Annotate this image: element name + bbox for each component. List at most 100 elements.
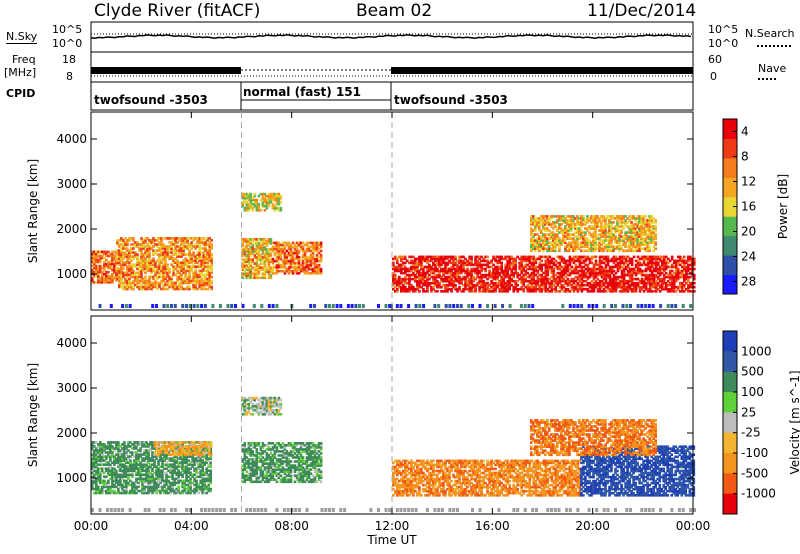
data-cell xyxy=(206,279,209,283)
data-cell xyxy=(438,255,441,259)
data-cell xyxy=(162,285,165,289)
data-cell xyxy=(614,287,618,291)
data-cell xyxy=(522,277,525,281)
data-cell xyxy=(404,277,407,281)
data-cell xyxy=(510,273,513,277)
data-cell xyxy=(679,257,682,261)
data-cell xyxy=(602,247,605,250)
data-cell xyxy=(406,273,409,277)
data-cell xyxy=(408,267,411,271)
data-cell xyxy=(676,275,680,279)
data-cell xyxy=(267,252,271,255)
data-cell xyxy=(628,287,632,291)
data-cell xyxy=(546,217,549,220)
data-cell xyxy=(572,215,575,218)
data-cell xyxy=(524,273,527,277)
data-cell xyxy=(660,279,664,283)
data-cell xyxy=(253,200,257,204)
data-cell xyxy=(572,239,575,242)
data-cell xyxy=(95,485,98,489)
data-cell xyxy=(208,253,211,256)
data-cell xyxy=(206,265,209,268)
data-cell xyxy=(624,233,627,236)
data-cell xyxy=(554,247,557,250)
data-cell xyxy=(186,259,189,262)
data-cell xyxy=(516,275,519,279)
data-cell xyxy=(93,479,96,483)
data-cell xyxy=(275,251,279,255)
data-cell xyxy=(572,249,575,253)
data-cell xyxy=(580,269,584,273)
data-cell xyxy=(271,194,275,198)
data-cell xyxy=(630,277,634,281)
data-cell xyxy=(634,263,638,267)
data-cell xyxy=(524,263,527,267)
data-cell xyxy=(676,269,680,273)
data-cell xyxy=(144,275,147,279)
data-cell xyxy=(538,263,542,267)
data-cell xyxy=(144,279,147,283)
data-cell xyxy=(176,265,179,268)
data-cell xyxy=(612,277,616,281)
data-cell xyxy=(534,273,538,277)
data-cell xyxy=(534,285,538,289)
data-cell xyxy=(130,271,133,275)
y-tick-label: 1000 xyxy=(56,267,87,281)
data-cell xyxy=(474,261,477,265)
data-cell xyxy=(540,255,544,259)
data-cell xyxy=(263,262,267,265)
data-cell xyxy=(532,287,536,291)
data-cell xyxy=(210,261,213,264)
data-cell xyxy=(546,290,550,293)
data-cell xyxy=(654,257,658,261)
data-cell xyxy=(508,259,511,263)
data-cell xyxy=(170,249,173,252)
data-cell xyxy=(289,247,293,251)
data-cell xyxy=(410,277,413,281)
data-cell xyxy=(249,250,253,253)
data-cell xyxy=(616,217,619,220)
data-cell xyxy=(594,217,597,220)
data-cell xyxy=(275,243,279,247)
data-cell xyxy=(430,285,433,289)
data-cell xyxy=(166,304,170,308)
data-cell xyxy=(184,259,187,262)
data-cell xyxy=(107,467,110,470)
data-cell xyxy=(297,272,301,275)
data-cell xyxy=(432,279,435,283)
data-cell xyxy=(527,304,531,308)
data-cell xyxy=(524,277,527,281)
data-cell xyxy=(624,245,627,248)
data-cell xyxy=(666,257,670,261)
data-cell xyxy=(118,269,121,273)
data-cell xyxy=(111,461,114,464)
data-cell xyxy=(303,269,307,273)
data-cell xyxy=(536,243,539,246)
data-cell xyxy=(130,281,133,285)
data-cell xyxy=(691,290,694,293)
data-cell xyxy=(93,256,96,260)
data-cell xyxy=(162,277,165,281)
data-cell xyxy=(154,251,157,254)
data-cell xyxy=(190,257,193,260)
data-cell xyxy=(590,290,594,293)
data-cell xyxy=(148,261,151,264)
data-cell xyxy=(568,290,572,293)
data-cell xyxy=(204,243,207,246)
data-cell xyxy=(552,241,555,244)
data-cell xyxy=(691,267,694,271)
data-cell xyxy=(125,471,128,475)
data-cell xyxy=(492,285,495,289)
data-cell xyxy=(498,257,501,261)
data-cell xyxy=(406,269,409,273)
data-cell xyxy=(124,255,127,258)
data-cell xyxy=(265,248,269,251)
data-cell xyxy=(208,249,211,252)
data-cell xyxy=(261,258,265,261)
data-cell xyxy=(654,219,657,222)
data-cell xyxy=(120,243,123,246)
data-cell xyxy=(115,457,118,460)
data-cell xyxy=(550,275,554,279)
data-cell xyxy=(679,290,682,293)
data-cell xyxy=(398,265,401,269)
